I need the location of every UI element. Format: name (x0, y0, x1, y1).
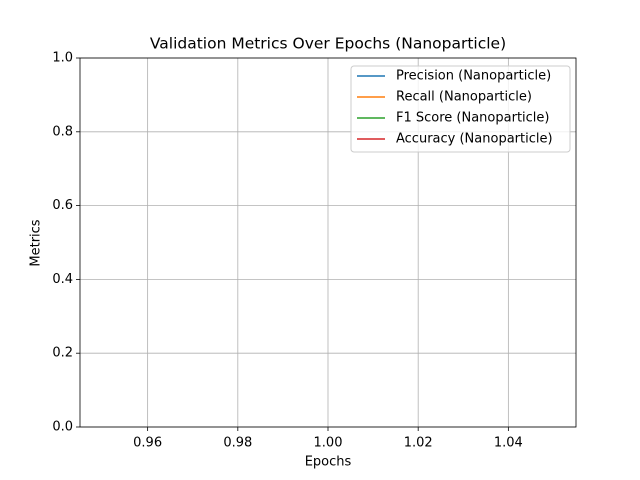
chart-title: Validation Metrics Over Epochs (Nanopart… (150, 35, 506, 53)
x-tick-label: 1.00 (314, 436, 343, 451)
x-tick-label: 0.98 (223, 436, 252, 451)
y-tick-label: 0.4 (52, 272, 73, 287)
legend-label: Accuracy (Nanoparticle) (396, 132, 553, 147)
x-tick-label: 1.04 (494, 436, 523, 451)
y-tick-label: 0.6 (52, 198, 73, 213)
legend-label: Precision (Nanoparticle) (396, 69, 551, 84)
y-tick-label: 0.0 (52, 420, 73, 435)
y-axis-label: Metrics (29, 219, 44, 266)
legend-box (350, 65, 571, 153)
y-tick-label: 1.0 (52, 51, 73, 66)
x-tick-label: 0.96 (133, 436, 162, 451)
plot-frame (79, 57, 577, 428)
legend-label: Recall (Nanoparticle) (396, 90, 532, 105)
legend-label: F1 Score (Nanoparticle) (396, 111, 549, 126)
y-tick-label: 0.2 (52, 346, 73, 361)
x-axis-label: Epochs (305, 455, 352, 470)
x-tick-label: 1.02 (404, 436, 433, 451)
y-tick-label: 0.8 (52, 124, 73, 139)
